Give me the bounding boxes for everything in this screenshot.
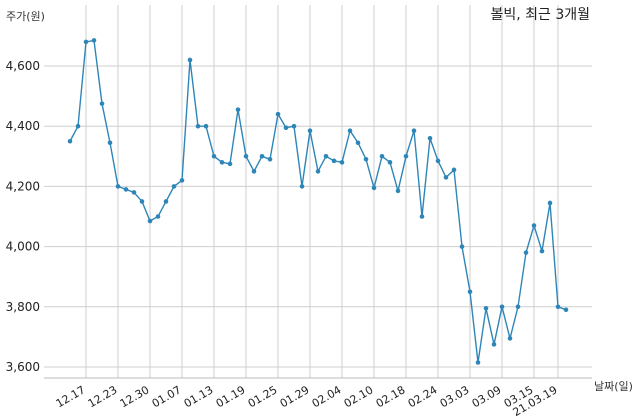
- data-point: [499, 304, 505, 310]
- y-axis-label: 주가(원): [6, 10, 45, 23]
- data-point: [347, 128, 353, 134]
- data-point: [403, 154, 409, 159]
- data-point: [219, 160, 225, 165]
- data-point: [459, 244, 465, 249]
- data-point: [475, 360, 481, 365]
- data-point: [227, 161, 233, 167]
- x-tick-label: 12.23: [86, 383, 120, 410]
- data-point: [523, 250, 529, 255]
- x-tick-label: 02.04: [310, 383, 344, 410]
- grid-layer: [44, 5, 592, 378]
- y-tick-label: 3,600: [6, 360, 40, 374]
- data-point: [491, 342, 497, 347]
- x-tick-label: 12.17: [54, 383, 88, 410]
- data-point: [75, 123, 81, 129]
- data-point: [267, 157, 273, 162]
- data-point: [203, 123, 209, 129]
- data-point: [395, 188, 401, 194]
- data-point: [211, 154, 217, 159]
- data-point: [131, 190, 137, 195]
- data-point: [355, 140, 361, 146]
- data-point: [115, 184, 121, 189]
- x-tick-label: 12.30: [118, 383, 152, 410]
- y-tick-label: 4,400: [6, 119, 40, 133]
- data-point: [539, 248, 545, 254]
- data-point: [99, 101, 105, 106]
- data-point: [275, 111, 281, 117]
- data-point: [435, 158, 441, 164]
- data-point: [195, 123, 201, 129]
- x-tick-label: 01.19: [214, 383, 248, 410]
- x-tick-label: 03.09: [470, 383, 504, 410]
- y-tick-label: 4,000: [6, 240, 40, 254]
- y-tick-label: 3,800: [6, 300, 40, 314]
- data-point: [427, 135, 433, 141]
- label-layer: 3,600 3,800 4,000 4,200 4,400 4,600 12.1712.23…: [6, 59, 560, 419]
- data-point: [67, 138, 73, 144]
- data-point: [155, 214, 161, 219]
- data-point: [91, 38, 97, 43]
- x-tick-label: 01.07: [150, 383, 184, 410]
- data-point: [411, 128, 417, 134]
- series-layer: [67, 38, 569, 365]
- x-tick-label: 03.03: [438, 383, 472, 410]
- data-point: [187, 57, 193, 63]
- data-point: [339, 160, 345, 165]
- data-point: [555, 304, 561, 310]
- data-point: [563, 307, 569, 313]
- data-point: [123, 187, 129, 192]
- data-point: [171, 184, 177, 189]
- data-point: [331, 158, 337, 164]
- chart-title: 볼빅, 최근 3개월: [490, 7, 590, 23]
- data-point: [83, 39, 89, 45]
- x-tick-label: 02.24: [406, 383, 440, 410]
- data-point: [147, 218, 153, 224]
- x-tick-label: 02.10: [342, 383, 376, 410]
- data-point: [315, 169, 321, 174]
- data-point: [163, 199, 169, 204]
- data-point: [387, 160, 393, 165]
- data-point: [419, 214, 425, 219]
- data-point: [107, 140, 113, 146]
- data-point: [179, 178, 185, 183]
- data-point: [515, 304, 521, 310]
- x-tick-label: 01.29: [278, 383, 312, 410]
- data-point: [547, 200, 553, 206]
- x-tick-label: 02.18: [374, 383, 408, 410]
- data-point: [507, 336, 513, 341]
- data-point: [283, 125, 289, 131]
- data-point: [363, 157, 369, 162]
- series-line: [69, 39, 567, 363]
- data-point: [467, 289, 473, 295]
- x-tick-label: 01.13: [182, 383, 216, 410]
- y-tick-label: 4,600: [6, 59, 40, 73]
- data-point: [531, 223, 537, 228]
- data-point: [451, 167, 457, 173]
- data-point: [291, 123, 297, 129]
- data-point: [443, 175, 449, 180]
- data-point: [235, 107, 241, 112]
- data-point: [379, 154, 385, 159]
- data-point: [251, 169, 257, 174]
- data-point: [323, 154, 329, 159]
- y-tick-label: 4,200: [6, 179, 40, 193]
- data-point: [483, 306, 489, 311]
- data-point: [243, 154, 249, 159]
- data-point: [139, 199, 145, 204]
- x-axis-label: 날짜(일): [594, 380, 633, 393]
- data-point: [299, 184, 305, 189]
- data-point: [307, 128, 313, 134]
- data-point: [259, 154, 265, 159]
- data-point: [371, 185, 377, 191]
- x-tick-label: 01.25: [246, 383, 280, 410]
